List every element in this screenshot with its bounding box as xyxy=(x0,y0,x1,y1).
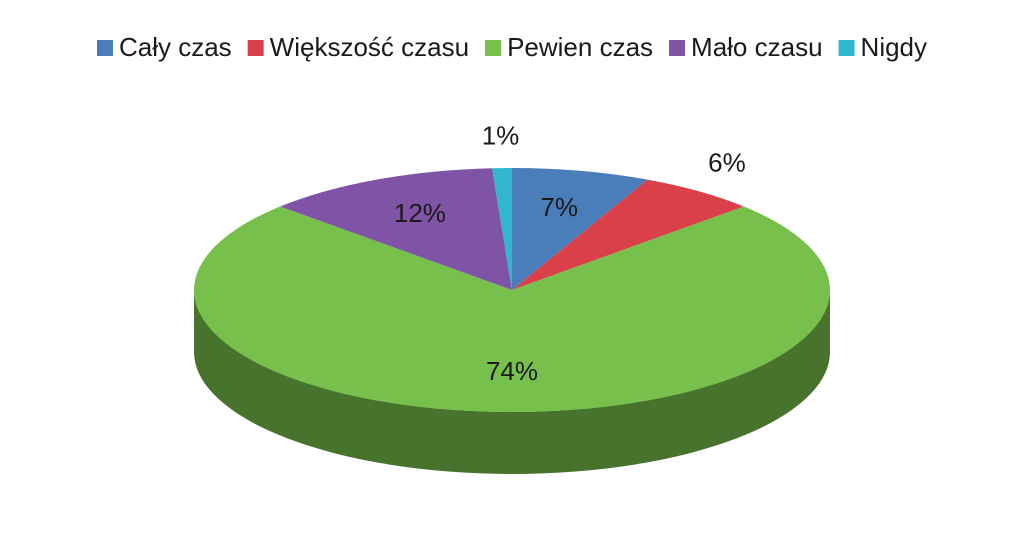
data-label: 6% xyxy=(708,147,746,177)
legend-label: Nigdy xyxy=(861,32,927,62)
legend-label: Cały czas xyxy=(119,32,232,62)
data-label: 1% xyxy=(482,121,520,151)
data-label: 7% xyxy=(540,192,578,222)
legend-swatch xyxy=(96,40,113,56)
slice xyxy=(280,168,512,290)
slice xyxy=(492,168,512,290)
legend-label: Mało czasu xyxy=(691,32,823,62)
data-labels: 7% 6% 74% 12% 1% xyxy=(394,121,746,386)
legend-label: Większość czasu xyxy=(270,32,469,62)
legend-label: Pewien czas xyxy=(507,32,653,62)
legend-swatch xyxy=(838,40,855,56)
legend-swatch xyxy=(669,40,686,56)
slice xyxy=(512,168,648,290)
slice xyxy=(193,206,830,412)
data-label: 74% xyxy=(486,356,538,386)
pie-sides xyxy=(194,290,830,474)
pie-tops xyxy=(193,168,830,412)
slice-side xyxy=(194,290,830,474)
data-label: 12% xyxy=(394,198,446,228)
legend-swatch xyxy=(247,40,264,56)
legend: Cały czas Większość czasu Pewien czas Mało … xyxy=(96,32,927,62)
slice xyxy=(512,179,744,290)
legend-swatch xyxy=(485,40,502,56)
